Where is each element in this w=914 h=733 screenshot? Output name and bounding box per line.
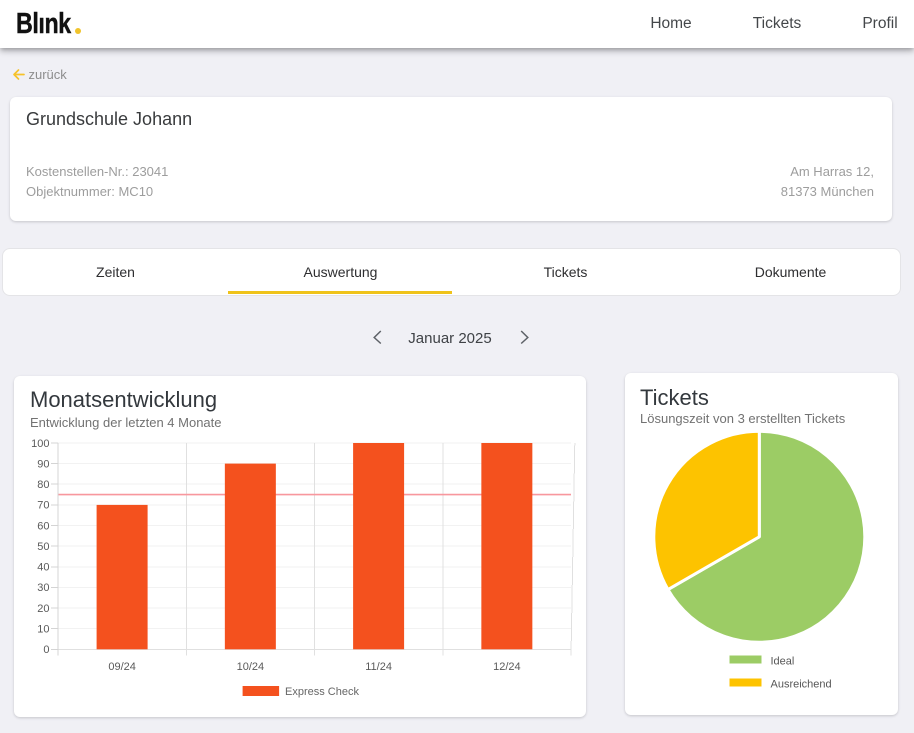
svg-text:90: 90 bbox=[37, 458, 49, 470]
svg-text:11/24: 11/24 bbox=[365, 661, 392, 673]
svg-text:0: 0 bbox=[43, 644, 49, 656]
svg-text:20: 20 bbox=[37, 603, 49, 615]
svg-text:100: 100 bbox=[31, 438, 49, 450]
svg-text:Express Check: Express Check bbox=[285, 686, 359, 698]
svg-text:Ideal: Ideal bbox=[770, 655, 794, 667]
svg-text:80: 80 bbox=[37, 479, 49, 491]
svg-text:Ausreichend: Ausreichend bbox=[770, 678, 831, 690]
svg-text:10/24: 10/24 bbox=[237, 661, 265, 673]
svg-text:60: 60 bbox=[37, 520, 49, 532]
svg-text:09/24: 09/24 bbox=[108, 661, 136, 673]
svg-text:50: 50 bbox=[37, 541, 49, 553]
svg-text:10: 10 bbox=[37, 624, 49, 636]
svg-text:40: 40 bbox=[37, 562, 49, 574]
svg-text:12/24: 12/24 bbox=[493, 661, 521, 673]
svg-text:70: 70 bbox=[37, 500, 49, 512]
svg-text:30: 30 bbox=[37, 582, 49, 594]
